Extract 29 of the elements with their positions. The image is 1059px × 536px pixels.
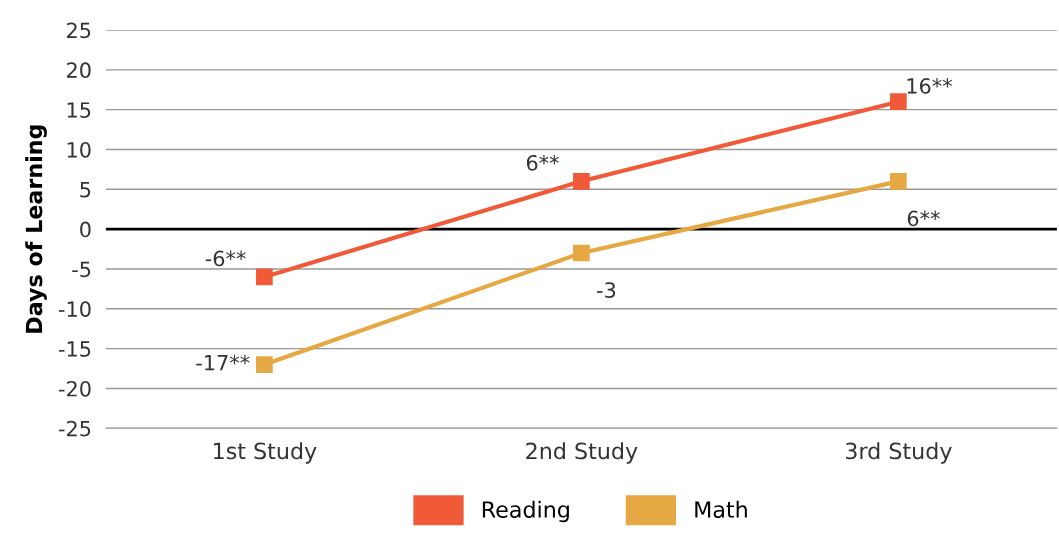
- point: [890, 93, 907, 111]
- data-label: -3: [597, 282, 616, 298]
- point: [573, 173, 590, 190]
- x-tick-label: 2nd Study: [526, 442, 638, 464]
- y-tick-label: 15: [67, 102, 91, 118]
- y-tick-label: 5: [80, 182, 91, 198]
- y-axis-title: Days of Learning: [25, 125, 47, 333]
- data-label: 6**: [907, 210, 940, 227]
- data-label: 16**: [907, 78, 952, 94]
- y-tick-label: 0: [80, 221, 91, 238]
- x-tick-label: 1st Study: [214, 442, 317, 464]
- legend-label: Reading: [482, 500, 569, 523]
- y-tick-label: -25: [59, 420, 91, 437]
- point: [256, 268, 273, 286]
- point: [573, 244, 590, 262]
- legend-label: Math: [695, 500, 747, 518]
- y-tick-label: 20: [67, 62, 91, 79]
- data-label: -6**: [205, 250, 246, 267]
- x-tick-label: 3rd Study: [845, 442, 952, 464]
- data-label: 6**: [526, 154, 559, 171]
- y-tick-label: -15: [59, 341, 91, 357]
- y-tick-label: 25: [67, 22, 91, 39]
- y-tick-label: 10: [67, 141, 91, 158]
- point: [890, 173, 907, 190]
- y-tick-label: -20: [59, 380, 91, 397]
- point: [256, 356, 273, 373]
- data-label: -17**: [196, 354, 250, 371]
- y-tick-label: -5: [72, 261, 91, 278]
- y-tick-label: -10: [59, 301, 91, 317]
